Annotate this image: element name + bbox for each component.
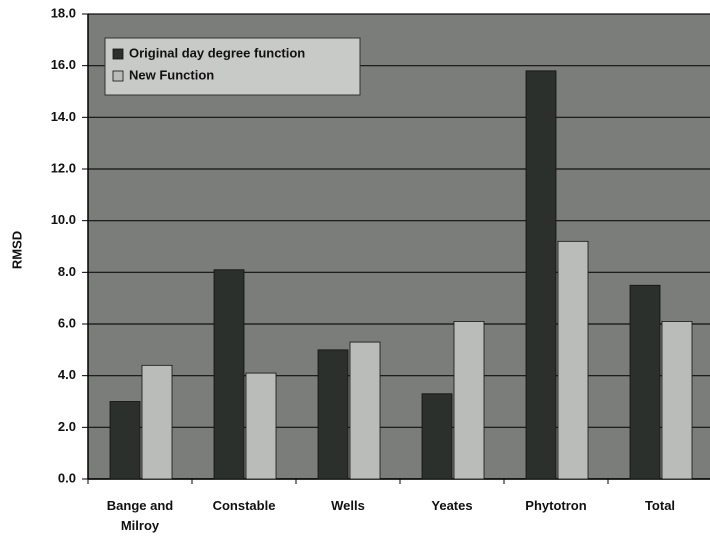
legend-swatch <box>112 70 124 82</box>
x-tick-label: Constable <box>212 498 276 513</box>
y-tick-label: 4.0 <box>58 367 76 382</box>
y-tick-label: 10.0 <box>51 212 76 227</box>
y-axis-label: RMSD <box>9 231 24 269</box>
bar <box>421 393 453 480</box>
bar <box>141 364 173 480</box>
x-tick-label: Yeates <box>431 498 473 513</box>
bar <box>557 240 589 480</box>
y-tick-label: 6.0 <box>58 315 76 330</box>
bar <box>213 269 245 480</box>
y-tick-label: 8.0 <box>58 264 76 279</box>
y-tick-label: 14.0 <box>51 109 76 124</box>
bar <box>317 349 349 480</box>
x-tick-label: Bange and Milroy <box>106 498 174 533</box>
bar <box>349 341 381 480</box>
y-tick-label: 0.0 <box>58 470 76 485</box>
bar <box>629 284 661 480</box>
y-tick-label: 12.0 <box>51 160 76 175</box>
x-tick-label: Phytotron <box>525 498 587 513</box>
legend-label: New Function <box>129 67 214 82</box>
y-tick-label: 2.0 <box>58 419 76 434</box>
bar <box>661 321 693 480</box>
legend-swatch <box>112 48 124 60</box>
bar <box>453 321 485 480</box>
bar <box>525 70 557 480</box>
legend-box <box>104 37 361 96</box>
bar <box>245 372 277 480</box>
y-tick-label: 16.0 <box>51 57 76 72</box>
legend-label: Original day degree function <box>129 45 305 60</box>
bar <box>109 401 141 480</box>
x-tick-label: Total <box>644 498 676 513</box>
y-tick-label: 18.0 <box>51 5 76 20</box>
x-tick-label: Wells <box>331 498 365 513</box>
